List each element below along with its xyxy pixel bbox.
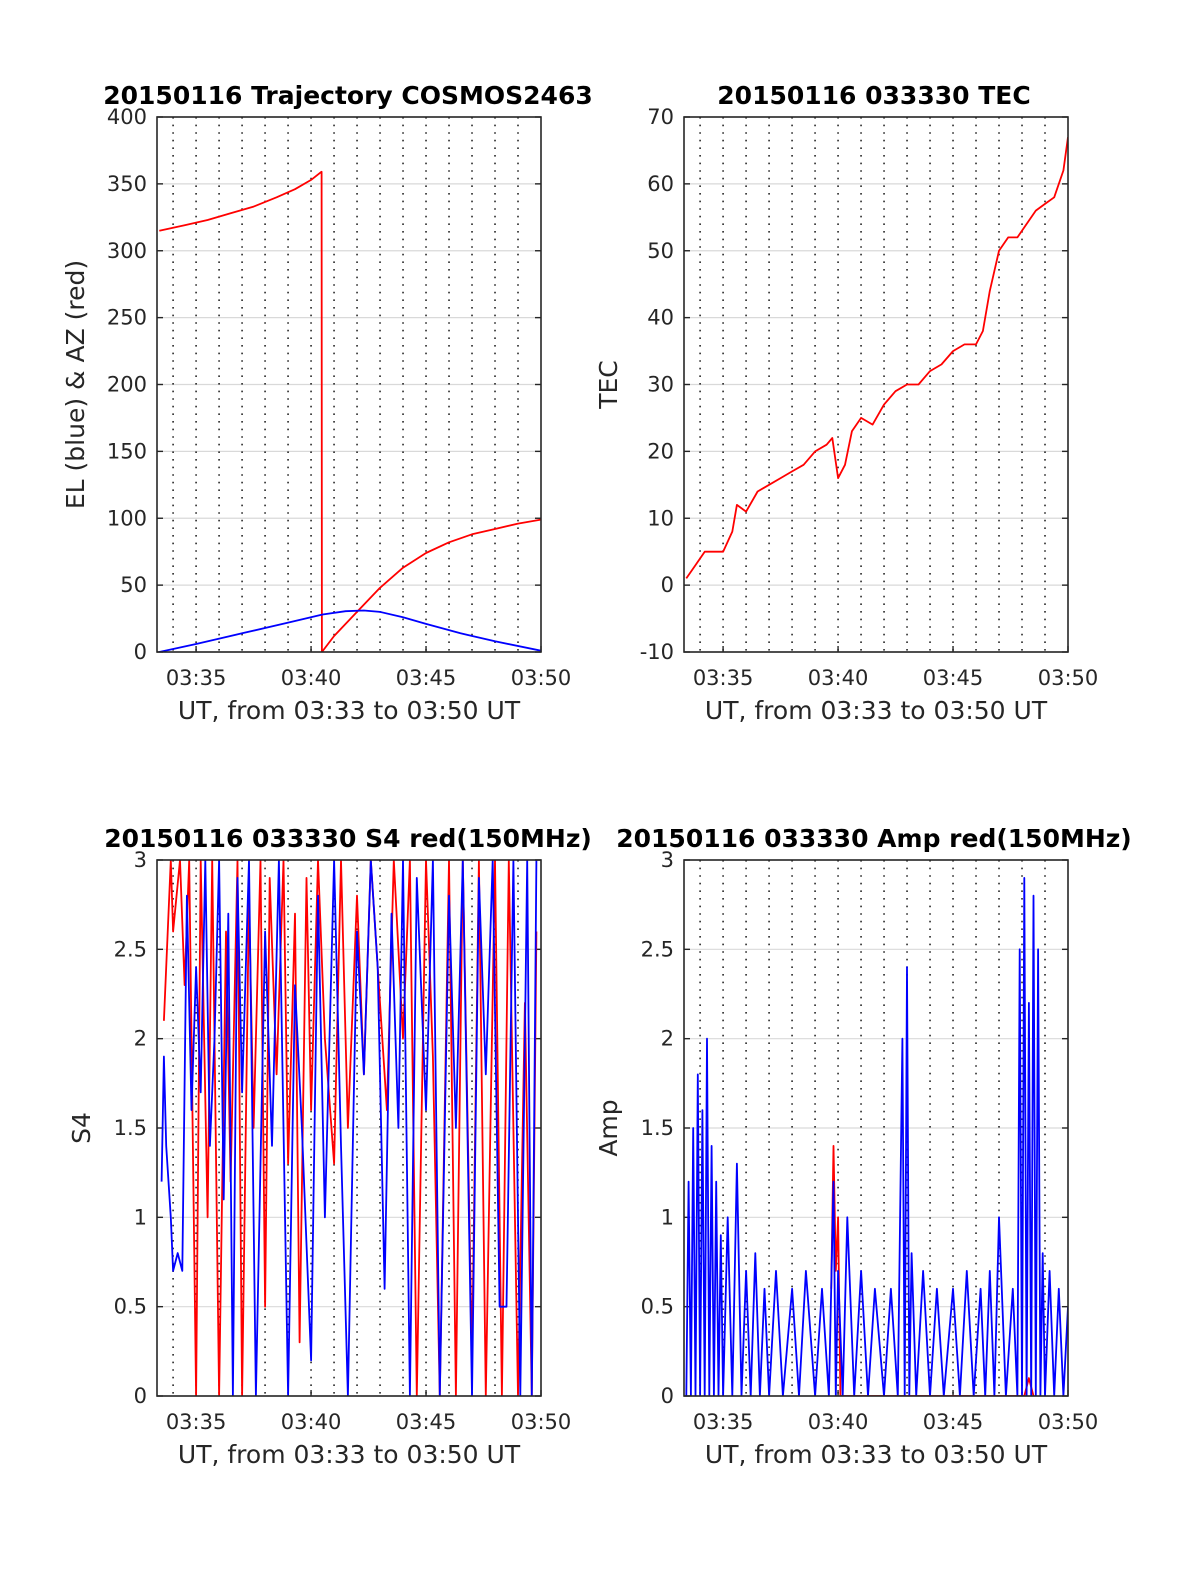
y-tick-label: 2.5 bbox=[641, 937, 674, 961]
y-tick-label: 50 bbox=[647, 239, 674, 263]
x-tick-label: 03:50 bbox=[511, 666, 572, 690]
y-axis-label: S4 bbox=[67, 1112, 96, 1144]
y-tick-label: 50 bbox=[120, 573, 147, 597]
y-tick-label: 3 bbox=[134, 848, 147, 872]
x-tick-label: 03:40 bbox=[808, 1410, 869, 1434]
y-tick-label: 2 bbox=[661, 1027, 674, 1051]
y-tick-label: 60 bbox=[647, 172, 674, 196]
y-tick-label: 0 bbox=[661, 1384, 674, 1408]
series-line-red bbox=[685, 136, 1068, 579]
x-tick-label: 03:35 bbox=[693, 666, 754, 690]
axes-frame bbox=[683, 116, 1069, 653]
chart-s4: 0 0.5 1 1.5 2 2.5 3 03:35 03:40 03:45 03:50 2015011… bbox=[67, 824, 592, 1469]
y-tick-label: 0 bbox=[134, 1384, 147, 1408]
x-tick-label: 03:40 bbox=[281, 666, 342, 690]
chart-trajectory: 0 50 100 150 200 250 300 350 400 03:35 03:40 03:45 0… bbox=[61, 81, 593, 725]
y-tick-label: 0.5 bbox=[114, 1295, 147, 1319]
y-axis-label: EL (blue) & AZ (red) bbox=[61, 260, 90, 509]
y-axis-label: Amp bbox=[594, 1099, 623, 1156]
y-tick-label: 2 bbox=[134, 1027, 147, 1051]
y-tick-label: 70 bbox=[647, 105, 674, 129]
axes-frame bbox=[683, 859, 1069, 1397]
y-tick-label: 1 bbox=[661, 1205, 674, 1229]
chart-title: 20150116 033330 TEC bbox=[717, 81, 1030, 110]
x-tick-label: 03:35 bbox=[693, 1410, 754, 1434]
x-tick-label: 03:45 bbox=[396, 666, 457, 690]
y-tick-label: 1.5 bbox=[641, 1116, 674, 1140]
x-axis-label: UT, from 03:33 to 03:50 UT bbox=[705, 696, 1048, 725]
x-tick-label: 03:35 bbox=[166, 1410, 227, 1434]
y-tick-label: 30 bbox=[647, 373, 674, 397]
y-tick-label: 0 bbox=[134, 640, 147, 664]
x-axis-label: UT, from 03:33 to 03:50 UT bbox=[178, 696, 521, 725]
y-tick-label: 20 bbox=[647, 439, 674, 463]
y-tick-label: 150 bbox=[107, 439, 147, 463]
chart-title: 20150116 Trajectory COSMOS2463 bbox=[103, 81, 593, 110]
x-axis-label: UT, from 03:33 to 03:50 UT bbox=[705, 1440, 1048, 1469]
y-axis-label: TEC bbox=[594, 360, 623, 410]
y-tick-label: 0 bbox=[661, 573, 674, 597]
y-tick-label: 1.5 bbox=[114, 1116, 147, 1140]
y-tick-label: 40 bbox=[647, 306, 674, 330]
x-tick-label: 03:45 bbox=[923, 666, 984, 690]
y-tick-label: 400 bbox=[107, 105, 147, 129]
chart-tec: -10 0 10 20 30 40 50 60 70 03:35 03:40 03:45 03:50 20… bbox=[594, 81, 1098, 725]
x-tick-label: 03:50 bbox=[1038, 1410, 1099, 1434]
y-tick-label: 2.5 bbox=[114, 937, 147, 961]
chart-title: 20150116 033330 S4 red(150MHz) bbox=[104, 824, 592, 853]
axes-frame bbox=[156, 859, 542, 1397]
x-tick-label: 03:35 bbox=[166, 666, 227, 690]
x-tick-label: 03:40 bbox=[281, 1410, 342, 1434]
series-line-blue bbox=[159, 609, 541, 652]
x-axis-label: UT, from 03:33 to 03:50 UT bbox=[178, 1440, 521, 1469]
x-tick-label: 03:50 bbox=[511, 1410, 572, 1434]
y-tick-label: 300 bbox=[107, 239, 147, 263]
x-tick-label: 03:45 bbox=[396, 1410, 457, 1434]
y-tick-label: 3 bbox=[661, 848, 674, 872]
y-tick-label: -10 bbox=[640, 640, 674, 664]
y-tick-label: 10 bbox=[647, 506, 674, 530]
y-tick-label: 350 bbox=[107, 172, 147, 196]
series-line-blue bbox=[160, 860, 538, 1396]
chart-title: 20150116 033330 Amp red(150MHz) bbox=[616, 824, 1132, 853]
series-line-red bbox=[159, 170, 541, 652]
y-tick-label: 200 bbox=[107, 373, 147, 397]
y-tick-label: 100 bbox=[107, 506, 147, 530]
chart-amp: 0 0.5 1 1.5 2 2.5 3 03:35 03:40 03:45 03:50 2015011… bbox=[594, 824, 1132, 1469]
y-tick-label: 0.5 bbox=[641, 1295, 674, 1319]
y-tick-label: 250 bbox=[107, 306, 147, 330]
x-tick-label: 03:45 bbox=[923, 1410, 984, 1434]
series-line-blue bbox=[685, 877, 1068, 1396]
x-tick-label: 03:50 bbox=[1038, 666, 1099, 690]
x-tick-label: 03:40 bbox=[808, 666, 869, 690]
axes-frame bbox=[156, 116, 542, 653]
y-tick-label: 1 bbox=[134, 1205, 147, 1229]
